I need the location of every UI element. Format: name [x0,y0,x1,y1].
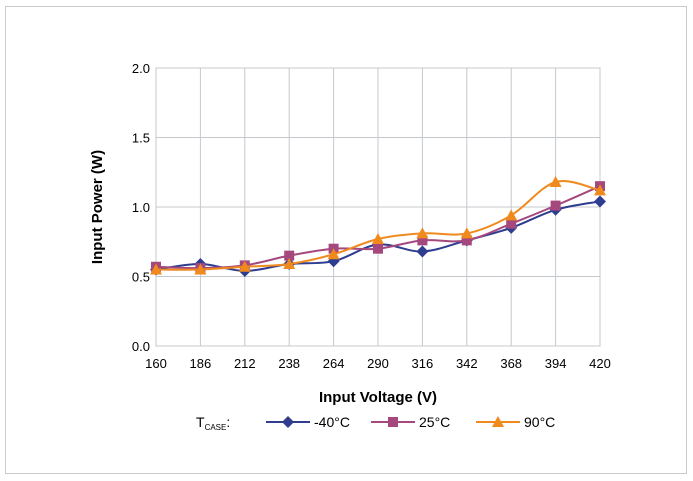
x-tick-label: 238 [278,356,300,371]
data-point-triangle [238,260,251,272]
data-point-triangle [594,184,606,196]
data-point-triangle [327,248,340,260]
x-tick-label: 420 [589,356,611,371]
series-triangle [150,175,606,275]
legend-item: -40°C [266,414,350,430]
legend-item: 90°C [476,414,555,430]
x-tick-label: 316 [412,356,434,371]
data-point-triangle [194,263,207,275]
data-point-triangle [505,209,518,221]
data-point-square [417,235,428,246]
legend-title-main: T [196,414,205,430]
line-chart: 0.0 0.5 1.0 1.5 2.0 160 186 212 238 264 290 316 342… [89,61,611,432]
series-layer [150,175,606,277]
data-point-triangle [416,227,429,239]
x-tick-label: 368 [500,356,522,371]
legend-marker-triangle [492,416,504,427]
legend-item: 25°C [371,414,450,430]
data-point-square [550,200,561,211]
data-point-triangle [549,175,562,187]
y-tick-label: 0.5 [132,270,150,285]
data-point-diamond [594,195,606,208]
legend-title-sub: CASE [205,423,227,432]
data-point-triangle [372,232,384,244]
x-tick-label: 394 [545,356,567,371]
data-point-square [373,243,383,254]
x-tick-label: 264 [323,356,345,371]
legend: TCASE: -40°C 25°C 90°C [196,414,555,432]
x-tick-label: 342 [456,356,478,371]
y-axis-ticks: 0.0 0.5 1.0 1.5 2.0 [132,61,150,354]
x-axis-title: Input Voltage (V) [319,389,437,406]
data-point-diamond [416,245,429,258]
x-tick-label: 186 [190,356,212,371]
legend-label: 25°C [419,414,450,430]
legend-marker-square [388,417,398,427]
data-point-square [506,218,517,229]
legend-label: 90°C [524,414,555,430]
data-point-triangle [150,263,162,275]
y-tick-label: 2.0 [132,61,150,76]
data-point-triangle [283,257,296,269]
legend-title-suffix: : [226,414,230,430]
y-tick-label: 0.0 [132,339,150,354]
legend-label: -40°C [314,414,350,430]
y-axis-title: Input Power (W) [89,150,106,264]
legend-title: TCASE: [196,414,230,432]
y-tick-label: 1.5 [132,131,150,146]
data-point-triangle [460,227,473,239]
x-tick-label: 290 [367,356,389,371]
data-point-square [461,235,472,246]
x-axis-ticks: 160 186 212 238 264 290 316 342 368 394 420 [145,356,611,371]
y-tick-label: 1.0 [132,200,150,215]
x-tick-label: 160 [145,356,167,371]
data-point-square [284,250,295,261]
chart-frame: 0.0 0.5 1.0 1.5 2.0 160 186 212 238 264 290 316 342… [5,6,687,474]
x-tick-label: 212 [234,356,256,371]
legend-marker-diamond [282,416,294,428]
